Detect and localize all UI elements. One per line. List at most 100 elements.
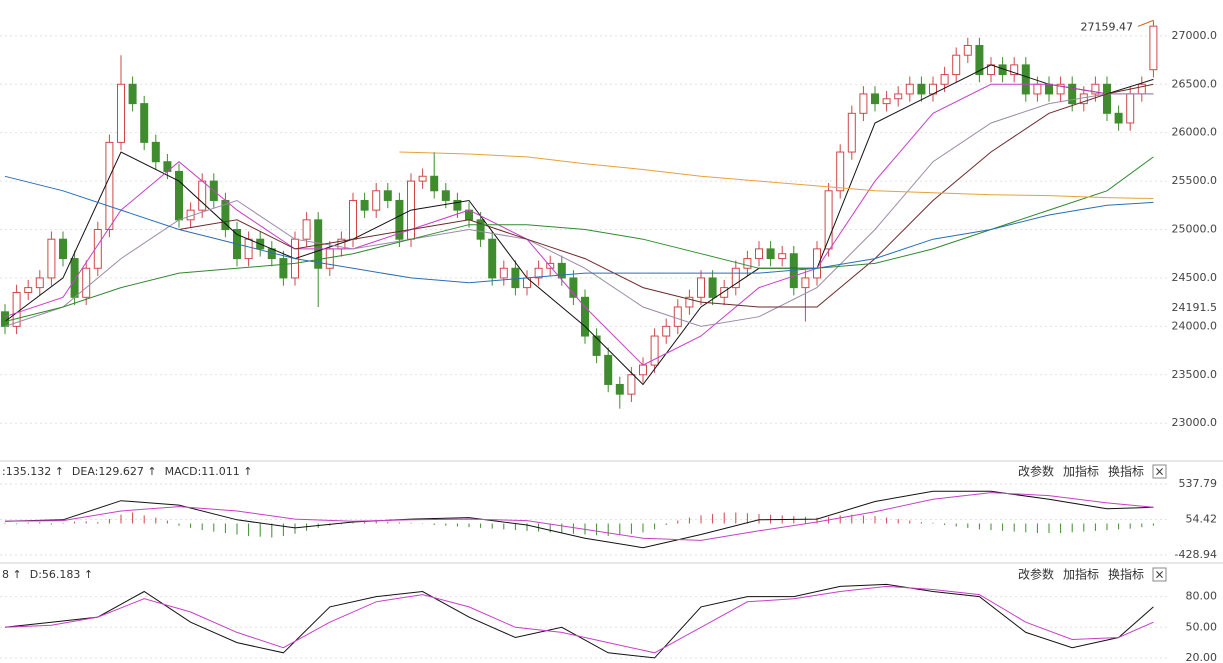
indicator-value: D:56.183 ↑ <box>30 568 93 581</box>
candle-body <box>395 199 404 240</box>
candle-body <box>766 248 775 260</box>
indicator-line <box>4 490 1154 549</box>
candle-body <box>917 83 926 95</box>
indicator-value: 8 ↑ <box>2 568 22 581</box>
indicator-value: MACD:11.011 ↑ <box>165 465 253 478</box>
y-tick-label: 24000.0 <box>1172 319 1218 332</box>
indicator-line <box>399 151 1154 199</box>
price-marker: 24191.5 <box>1172 301 1218 314</box>
candle-body <box>383 190 392 201</box>
candle-body <box>198 180 207 211</box>
candle-body <box>59 238 67 260</box>
candle-body <box>824 190 833 250</box>
indicator-button[interactable]: 换指标 <box>1108 464 1144 479</box>
indicator-button[interactable]: 加指标 <box>1063 464 1099 479</box>
candle-body <box>1056 83 1065 95</box>
indicator-button[interactable]: 改参数 <box>1018 567 1054 582</box>
candle-body <box>952 54 961 76</box>
indicator-line <box>178 83 1154 308</box>
candle-body <box>476 219 485 240</box>
candle-body <box>557 262 566 279</box>
candle-body <box>1045 83 1053 95</box>
candle-body <box>430 175 439 192</box>
indicator-line <box>4 64 1154 386</box>
indicator-line <box>4 83 1154 366</box>
y-tick-label: 26500.0 <box>1172 77 1218 90</box>
candle-body <box>1033 83 1042 95</box>
y-tick-label: 27000.0 <box>1172 29 1218 42</box>
candle-body <box>743 258 752 269</box>
candle-body <box>963 45 972 56</box>
y-tick-label: 50.00 <box>1186 620 1218 633</box>
candle-body <box>882 98 891 105</box>
high-label: 27159.47 <box>1081 20 1134 33</box>
candle-body <box>894 93 903 100</box>
indicator-button[interactable]: 改参数 <box>1018 464 1054 479</box>
indicator-value: DEA:129.627 ↑ <box>72 465 157 478</box>
close-box[interactable] <box>1152 567 1167 582</box>
candle-body <box>488 238 497 279</box>
candle-body <box>639 364 647 376</box>
candle-body <box>905 83 914 95</box>
close-box[interactable] <box>1152 464 1167 479</box>
candle-body <box>349 199 357 240</box>
candle-body <box>975 45 984 76</box>
candle-body <box>441 190 450 201</box>
indicator-line <box>4 492 1154 541</box>
candle-body <box>12 291 21 327</box>
candle-body <box>847 112 856 153</box>
candle-body <box>685 296 694 308</box>
indicator-line <box>4 585 1154 654</box>
candle-body <box>731 267 740 289</box>
indicator-value: :135.132 ↑ <box>2 465 64 478</box>
candle-body <box>627 374 636 395</box>
candle-body <box>117 83 125 143</box>
candle-body <box>360 199 369 211</box>
candle-body <box>175 170 183 221</box>
candle-body <box>24 287 33 293</box>
candle-body <box>778 253 787 260</box>
candle-body <box>47 238 56 279</box>
candle-body <box>1010 64 1019 76</box>
candle-body <box>1021 64 1030 95</box>
close-button[interactable]: × <box>1154 465 1164 479</box>
indicator-button[interactable]: 换指标 <box>1108 567 1144 582</box>
candle-body <box>720 287 729 298</box>
candle-body <box>453 199 462 211</box>
candle-body <box>499 267 508 279</box>
candle-body <box>151 141 160 163</box>
candle-body <box>940 74 949 85</box>
candle-body <box>1114 112 1123 124</box>
y-tick-label: 20.00 <box>1186 651 1218 663</box>
candle-body <box>35 277 44 289</box>
candle-body <box>604 354 613 385</box>
candle-body <box>1103 83 1111 114</box>
candle-body <box>325 248 334 269</box>
candle-body <box>279 258 288 279</box>
y-tick-label: 25000.0 <box>1172 223 1218 236</box>
candle-body <box>314 219 323 269</box>
candle-body <box>511 267 520 289</box>
candle-body <box>1091 83 1100 95</box>
y-tick-label: 54.42 <box>1186 513 1218 526</box>
candle-body <box>1126 93 1135 124</box>
y-tick-label: 26000.0 <box>1172 126 1218 139</box>
candle-body <box>82 267 91 298</box>
y-tick-label: 23500.0 <box>1172 368 1218 381</box>
candle-body <box>662 325 671 337</box>
candle-body <box>244 238 253 260</box>
candle-body <box>140 103 149 143</box>
candle-body <box>302 219 311 240</box>
candle-body <box>105 141 114 231</box>
candle-body <box>581 296 589 337</box>
candle-body <box>1149 25 1158 71</box>
indicator-button[interactable]: 加指标 <box>1063 567 1099 582</box>
y-tick-label: 24500.0 <box>1172 271 1218 284</box>
close-button[interactable]: × <box>1154 568 1164 582</box>
indicator-line <box>4 93 1154 327</box>
candle-body <box>615 383 624 395</box>
candle-body <box>93 229 102 269</box>
candle-body <box>673 306 682 327</box>
